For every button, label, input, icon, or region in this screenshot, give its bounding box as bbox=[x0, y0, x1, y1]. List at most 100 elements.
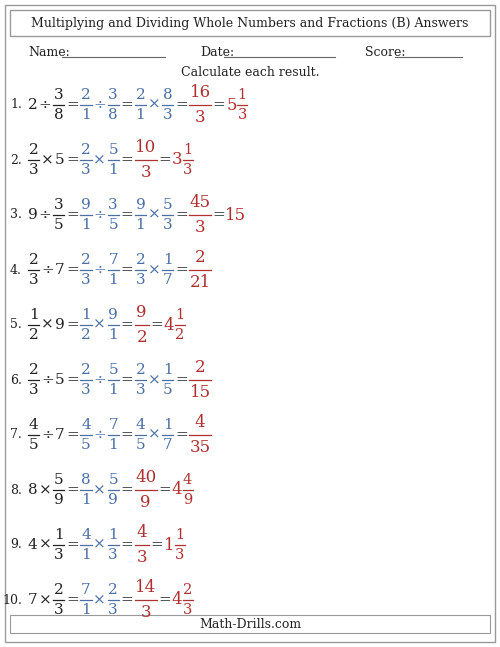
Text: 4: 4 bbox=[28, 538, 38, 552]
Text: 2: 2 bbox=[81, 363, 91, 377]
Text: ×: × bbox=[148, 208, 160, 222]
Text: Math-Drills.com: Math-Drills.com bbox=[199, 617, 301, 630]
Bar bbox=[10, 10, 490, 36]
Text: 8: 8 bbox=[163, 88, 172, 102]
Text: 10: 10 bbox=[135, 139, 156, 157]
Text: 5: 5 bbox=[81, 438, 90, 452]
Text: ÷: ÷ bbox=[41, 263, 54, 277]
Text: 3: 3 bbox=[81, 273, 90, 287]
Text: =: = bbox=[120, 593, 133, 607]
Text: 9: 9 bbox=[28, 208, 38, 222]
Text: 3: 3 bbox=[29, 163, 38, 177]
Text: 8: 8 bbox=[54, 108, 64, 122]
Text: 7.: 7. bbox=[10, 428, 22, 441]
Text: =: = bbox=[66, 373, 78, 387]
Text: 4: 4 bbox=[172, 591, 182, 608]
Text: 2: 2 bbox=[29, 253, 38, 267]
Text: ×: × bbox=[38, 593, 52, 607]
Text: Score:: Score: bbox=[365, 45, 406, 58]
Text: ÷: ÷ bbox=[41, 428, 54, 442]
Text: 1: 1 bbox=[81, 108, 91, 122]
Text: 3: 3 bbox=[163, 108, 172, 122]
Text: 1: 1 bbox=[175, 308, 184, 322]
Text: 4: 4 bbox=[195, 414, 205, 432]
Text: 2: 2 bbox=[29, 363, 38, 377]
Bar bbox=[10, 615, 490, 633]
Text: 1: 1 bbox=[163, 253, 172, 267]
Text: ×: × bbox=[41, 318, 54, 332]
Text: 7: 7 bbox=[55, 263, 64, 277]
Text: 8: 8 bbox=[81, 473, 90, 487]
Text: ×: × bbox=[93, 593, 106, 607]
Text: 3: 3 bbox=[140, 164, 151, 181]
Text: 2: 2 bbox=[81, 88, 91, 102]
Text: =: = bbox=[150, 538, 163, 552]
Text: ÷: ÷ bbox=[93, 263, 106, 277]
Text: 5: 5 bbox=[226, 96, 237, 113]
Text: 5: 5 bbox=[108, 218, 118, 232]
Text: 3: 3 bbox=[108, 548, 118, 562]
Text: 2: 2 bbox=[136, 363, 145, 377]
Text: 6.: 6. bbox=[10, 373, 22, 386]
Text: 3: 3 bbox=[136, 273, 145, 287]
Text: 4: 4 bbox=[29, 418, 38, 432]
Text: Calculate each result.: Calculate each result. bbox=[181, 65, 320, 78]
Text: 3: 3 bbox=[54, 88, 64, 102]
Text: 45: 45 bbox=[190, 194, 211, 212]
Text: 3: 3 bbox=[54, 198, 64, 212]
Text: 10.: 10. bbox=[2, 593, 22, 606]
Text: =: = bbox=[66, 153, 78, 167]
Text: 2: 2 bbox=[175, 328, 184, 342]
Text: 1: 1 bbox=[108, 383, 118, 397]
Text: =: = bbox=[175, 428, 188, 442]
Text: 3: 3 bbox=[108, 88, 118, 102]
Text: 7: 7 bbox=[163, 438, 172, 452]
Text: 9.: 9. bbox=[10, 538, 22, 551]
Text: Multiplying and Dividing Whole Numbers and Fractions (B) Answers: Multiplying and Dividing Whole Numbers a… bbox=[32, 17, 469, 30]
Text: 1: 1 bbox=[54, 528, 64, 542]
Text: =: = bbox=[120, 153, 133, 167]
Text: ×: × bbox=[38, 483, 52, 497]
Text: 9: 9 bbox=[81, 198, 91, 212]
Text: 3: 3 bbox=[29, 273, 38, 287]
Text: =: = bbox=[213, 98, 226, 112]
Text: ×: × bbox=[148, 428, 160, 442]
Text: 4: 4 bbox=[136, 418, 145, 432]
Text: ÷: ÷ bbox=[93, 98, 106, 112]
Text: 3: 3 bbox=[136, 383, 145, 397]
Text: Name:: Name: bbox=[28, 45, 70, 58]
Text: 7: 7 bbox=[108, 253, 118, 267]
Text: 1: 1 bbox=[163, 363, 172, 377]
Text: 7: 7 bbox=[81, 583, 90, 597]
Text: 16: 16 bbox=[190, 84, 211, 102]
Text: =: = bbox=[175, 263, 188, 277]
Text: ×: × bbox=[38, 538, 52, 552]
Text: =: = bbox=[66, 428, 78, 442]
Text: 2: 2 bbox=[108, 583, 118, 597]
Text: ×: × bbox=[93, 153, 106, 167]
Text: 2: 2 bbox=[81, 328, 91, 342]
Text: 5: 5 bbox=[55, 373, 64, 387]
Text: 2: 2 bbox=[195, 359, 205, 377]
Text: 2: 2 bbox=[81, 143, 91, 157]
Text: 5: 5 bbox=[108, 473, 118, 487]
Text: 2: 2 bbox=[29, 328, 38, 342]
Text: 3: 3 bbox=[108, 603, 118, 617]
Text: =: = bbox=[175, 373, 188, 387]
Text: 3: 3 bbox=[183, 163, 192, 177]
Text: 5: 5 bbox=[54, 473, 64, 487]
Text: 2.: 2. bbox=[10, 153, 22, 166]
Text: =: = bbox=[66, 483, 78, 497]
Text: =: = bbox=[120, 538, 133, 552]
Text: =: = bbox=[213, 208, 226, 222]
Text: 3: 3 bbox=[54, 548, 64, 562]
Text: ÷: ÷ bbox=[41, 373, 54, 387]
Text: =: = bbox=[66, 208, 78, 222]
Text: 7: 7 bbox=[55, 428, 64, 442]
Text: 14: 14 bbox=[135, 579, 156, 597]
Text: =: = bbox=[175, 98, 188, 112]
Text: 9: 9 bbox=[108, 308, 118, 322]
Text: 7: 7 bbox=[163, 273, 172, 287]
Text: =: = bbox=[120, 98, 133, 112]
Text: =: = bbox=[120, 373, 133, 387]
